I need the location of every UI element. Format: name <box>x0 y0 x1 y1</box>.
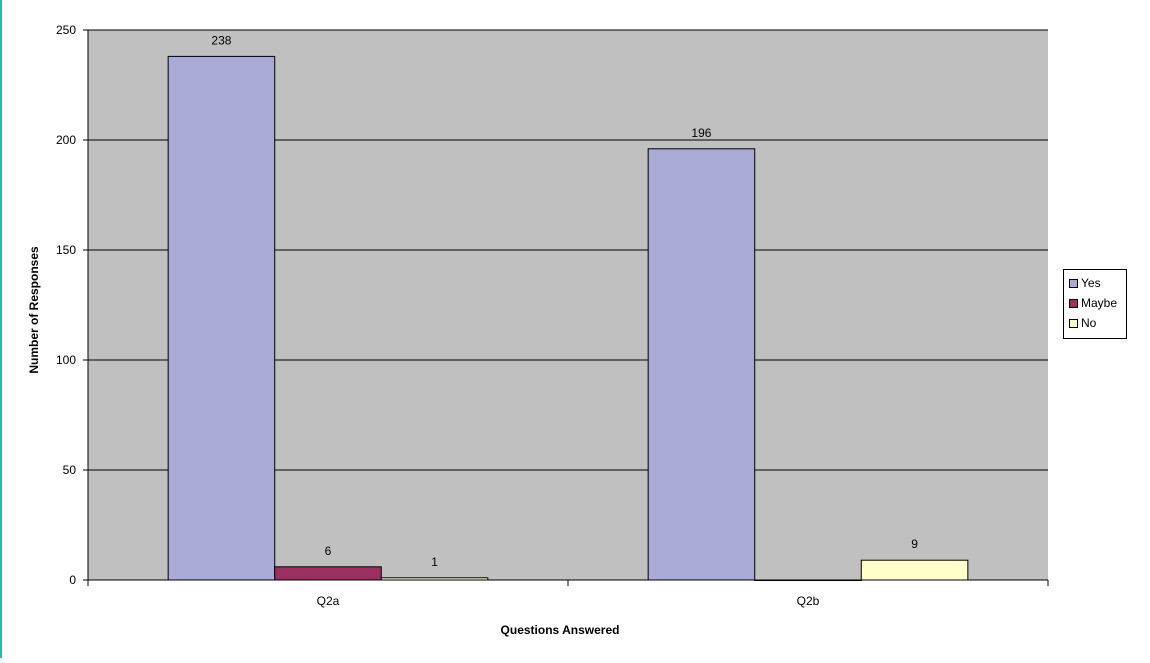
bars <box>167 55 969 581</box>
legend-label: No <box>1081 316 1097 330</box>
y-tick-label: 100 <box>56 353 76 367</box>
y-tick-label: 50 <box>63 463 77 477</box>
legend-item-yes: Yes <box>1069 273 1126 293</box>
bar-yes-q2a <box>167 55 276 581</box>
y-tick-label: 200 <box>56 133 76 147</box>
bar-yes-q2b <box>647 148 756 581</box>
x-axis-label: Questions Answered <box>501 623 620 637</box>
data-label: 9 <box>911 537 918 551</box>
legend-swatch <box>1069 318 1078 328</box>
bar-maybe-q2a <box>274 566 382 581</box>
data-label: 6 <box>325 544 332 558</box>
data-label: 196 <box>691 126 711 140</box>
data-label: 1 <box>431 555 438 569</box>
x-axis-ticks: Q2a Q2b <box>87 580 1049 608</box>
x-tick-label: Q2b <box>797 594 820 608</box>
legend: Yes Maybe No <box>1063 269 1127 339</box>
legend-item-maybe: Maybe <box>1069 293 1126 313</box>
data-label: 238 <box>211 33 231 47</box>
y-tick-label: 0 <box>69 573 76 587</box>
y-tick-label: 250 <box>56 23 76 37</box>
legend-label: Yes <box>1081 276 1101 290</box>
bar-no-q2b <box>860 559 969 581</box>
x-tick-label: Q2a <box>317 594 340 608</box>
legend-label: Maybe <box>1081 296 1118 310</box>
y-axis-ticks: 0 50 100 150 200 250 <box>56 23 88 587</box>
left-accent-border <box>0 0 2 658</box>
y-tick-label: 150 <box>56 243 76 257</box>
data-labels: 238 196 6 1 9 <box>211 33 918 568</box>
legend-swatch <box>1069 298 1078 308</box>
y-axis-label: Number of Responses <box>27 246 41 374</box>
legend-item-no: No <box>1069 313 1126 333</box>
legend-swatch <box>1069 278 1078 288</box>
